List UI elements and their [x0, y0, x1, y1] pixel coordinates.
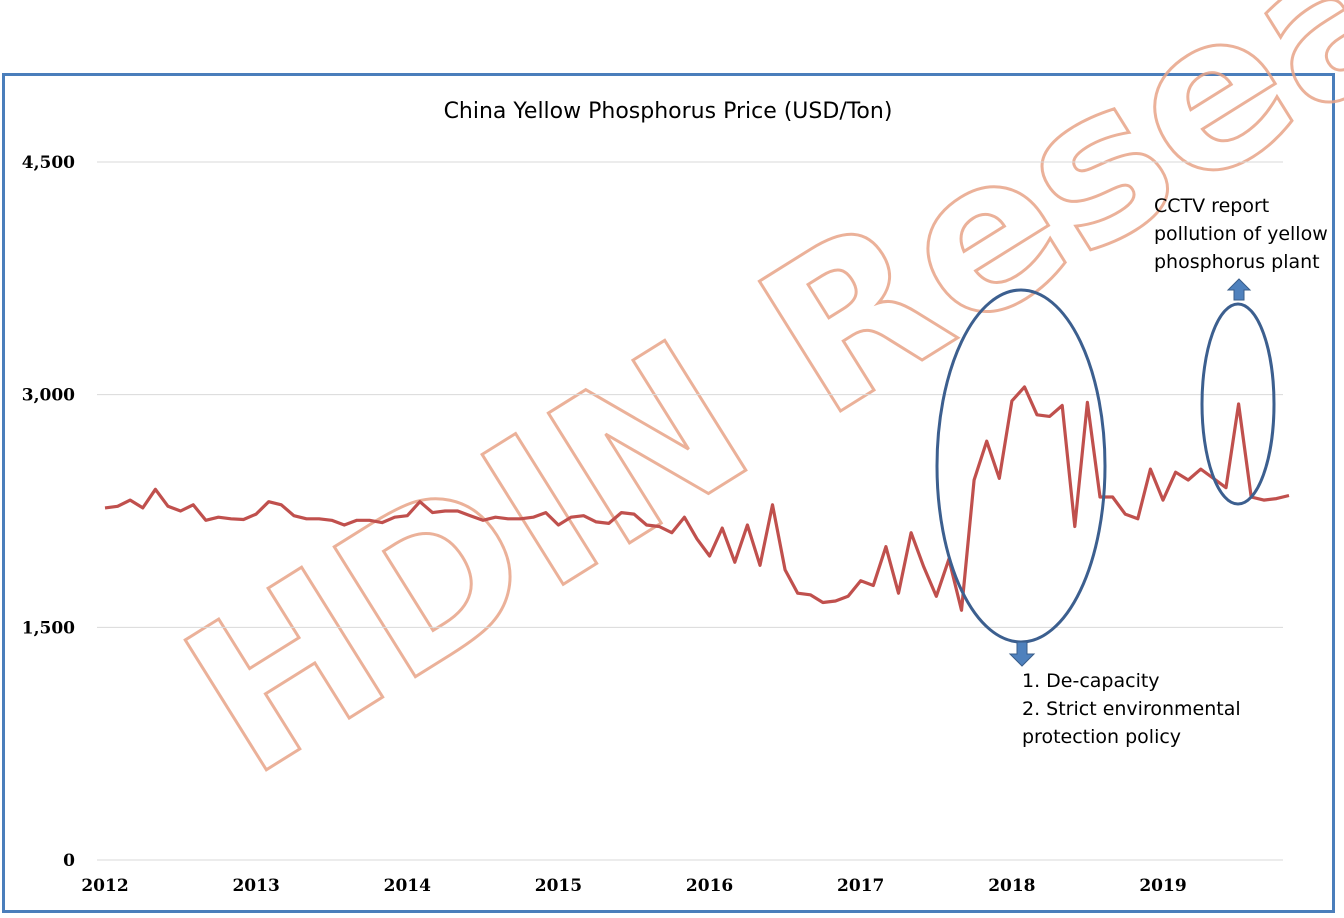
series [104, 385, 1290, 612]
x-axis-ticks: 2012 2013 2014 2015 2016 2017 2018 2019 [81, 876, 1186, 896]
annotation-line: 2. Strict environmental [1022, 698, 1241, 720]
x-tick-label: 2015 [535, 876, 582, 896]
annotation-line: protection policy [1022, 726, 1181, 748]
highlight-ellipse-cctv [1200, 302, 1276, 506]
annotations: 1. De-capacity 2. Strict environmental p… [935, 195, 1328, 748]
gridlines [97, 161, 1283, 628]
y-tick-label: 4,500 [22, 153, 75, 173]
annotation-line: 1. De-capacity [1022, 670, 1160, 692]
series-line [104, 385, 1290, 612]
chart-title: China Yellow Phosphorus Price (USD/Ton) [444, 99, 893, 124]
x-tick-label: 2013 [232, 876, 279, 896]
x-tick-label: 2018 [988, 876, 1035, 896]
arrow-up-icon [1226, 278, 1252, 301]
annotation-line: phosphorus plant [1154, 251, 1320, 273]
y-axis-ticks: 0 1,500 3,000 4,500 [22, 153, 75, 871]
y-tick-label: 3,000 [22, 386, 75, 406]
x-tick-label: 2019 [1139, 876, 1186, 896]
x-tick-label: 2017 [837, 876, 884, 896]
annotation-line: CCTV report [1154, 195, 1269, 217]
x-tick-label: 2016 [686, 876, 733, 896]
annotation-decapacity: 1. De-capacity 2. Strict environmental p… [1022, 670, 1241, 748]
y-tick-label: 1,500 [22, 618, 75, 638]
annotation-line: pollution of yellow [1154, 223, 1328, 245]
arrow-down-icon [1008, 641, 1036, 667]
x-tick-label: 2014 [384, 876, 431, 896]
chart-frame [2, 73, 1335, 913]
annotation-cctv: CCTV report pollution of yellow phosphor… [1154, 195, 1328, 273]
x-tick-label: 2012 [81, 876, 128, 896]
y-tick-label: 0 [63, 851, 75, 871]
